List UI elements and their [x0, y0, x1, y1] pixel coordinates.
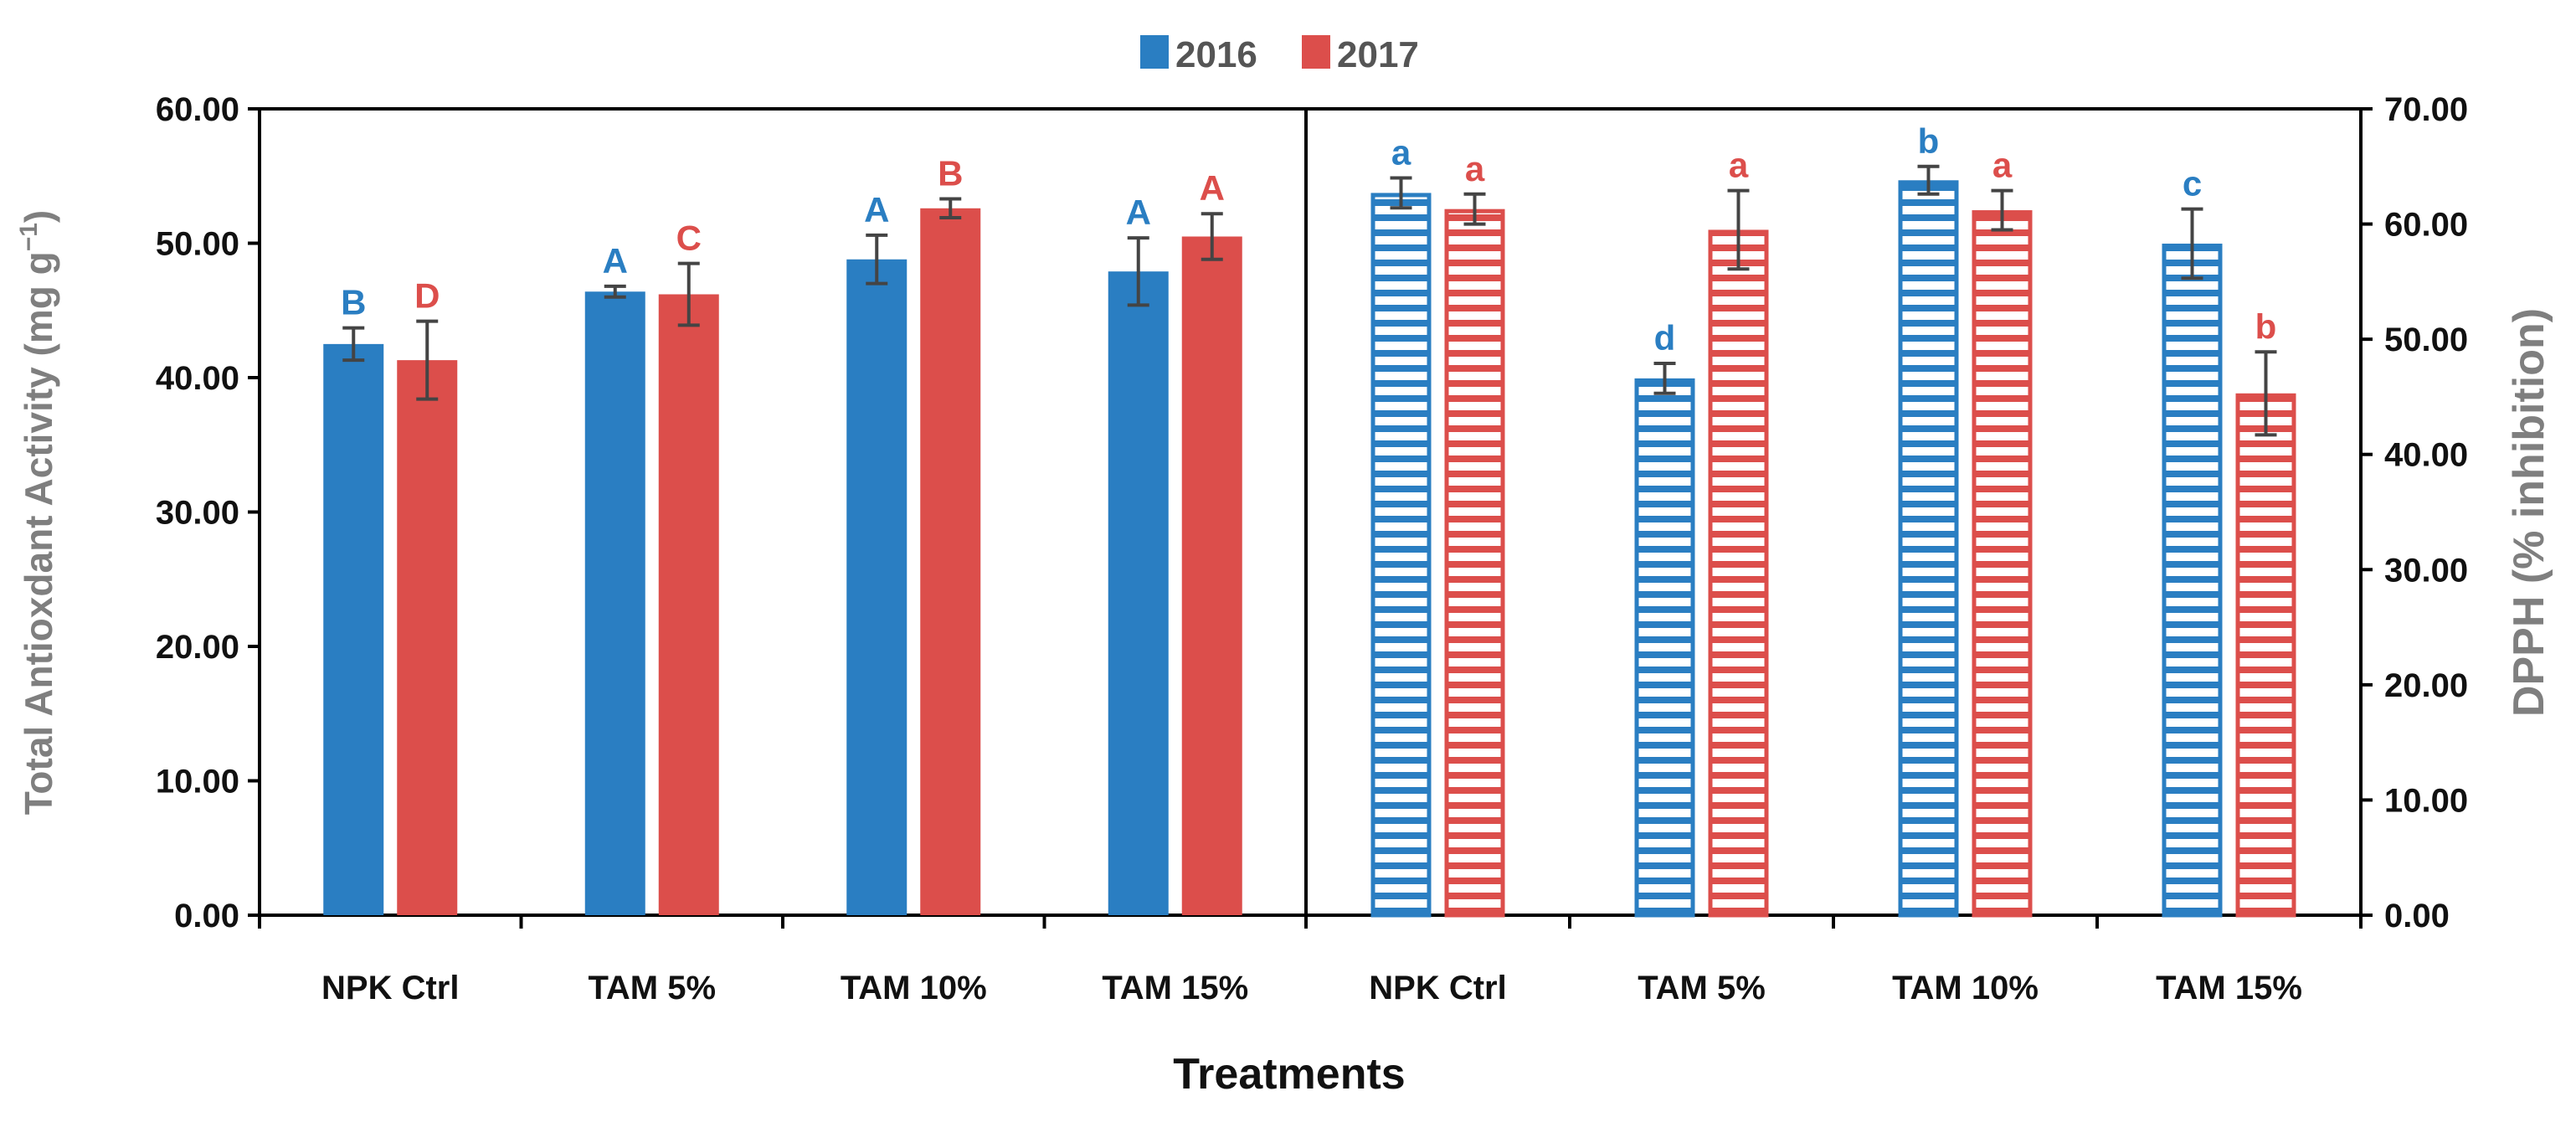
- bar-2016: [1370, 193, 1432, 918]
- significance-letter: A: [1200, 168, 1225, 208]
- bar-2016: [323, 343, 384, 915]
- right-y-axis-title: DPPH (% inhibition): [2505, 308, 2553, 717]
- left-axis: 0.00 10.00 20.00 30.00 40.00 50.00 60.00 NPK Ct…: [156, 91, 1308, 1006]
- bar-2016: [584, 291, 645, 915]
- significance-letter: B: [938, 154, 963, 193]
- significance-letter: b: [2255, 306, 2277, 346]
- significance-letter: a: [1729, 146, 1749, 185]
- x-category-label: NPK Ctrl: [1369, 970, 1506, 1006]
- bar-2017: [1708, 229, 1769, 918]
- significance-letter: c: [2183, 164, 2202, 203]
- y-tick-label-left: 0.00: [174, 898, 239, 934]
- legend-label-2017: 2017: [1337, 34, 1419, 75]
- y-tick-label-left: 60.00: [156, 91, 239, 128]
- y-tick-label-left: 40.00: [156, 360, 239, 397]
- bar-2016: [1898, 180, 1959, 918]
- bar-2017: [658, 294, 719, 915]
- legend-label-2016: 2016: [1175, 34, 1257, 75]
- x-category-label: TAM 15%: [1102, 970, 1248, 1006]
- bar-2017: [1972, 210, 2033, 918]
- y-tick-label-right: 0.00: [2384, 898, 2450, 934]
- y-tick-label-left: 30.00: [156, 495, 239, 532]
- y-tick-label-left: 50.00: [156, 226, 239, 263]
- significance-letter: a: [1992, 146, 2013, 185]
- significance-letter: A: [1126, 193, 1151, 232]
- y-tick-label-right: 20.00: [2384, 667, 2468, 704]
- y-tick-label-left: 10.00: [156, 764, 239, 800]
- bars: B D A C A B A Aa a d a b a c b: [323, 121, 2296, 918]
- bar-2017: [1181, 236, 1242, 916]
- bar-2017: [1444, 208, 1505, 918]
- y-tick-label-right: 60.00: [2384, 207, 2468, 244]
- legend-swatch-2016: [1140, 35, 1169, 69]
- significance-letter: b: [1918, 121, 1940, 161]
- y-tick-label-right: 50.00: [2384, 322, 2468, 358]
- significance-letter: a: [1391, 133, 1411, 172]
- y-tick-label-right: 40.00: [2384, 437, 2468, 474]
- bar-2016: [1634, 378, 1695, 918]
- significance-letter: C: [676, 219, 702, 258]
- y-tick-label-right: 10.00: [2384, 782, 2468, 819]
- bar-2016: [846, 259, 908, 915]
- y-tick-label-left: 20.00: [156, 629, 239, 666]
- x-category-label: TAM 10%: [841, 970, 987, 1006]
- bar-2017: [397, 360, 458, 915]
- legend: 2016 2017: [1140, 34, 1419, 75]
- significance-letter: A: [603, 241, 628, 280]
- y-tick-label-right: 70.00: [2384, 91, 2468, 128]
- left-y-axis-title: Total Antioxdant Activity (mg g−1): [15, 210, 60, 816]
- plot-frame: [258, 107, 2363, 919]
- bar-2017: [2235, 393, 2296, 918]
- legend-swatch-2017: [1302, 35, 1330, 69]
- significance-letter: d: [1654, 318, 1676, 358]
- bar-2017: [920, 208, 981, 915]
- x-category-label: TAM 5%: [588, 970, 716, 1006]
- significance-letter: A: [864, 190, 889, 229]
- x-axis-title: Treatments: [1173, 1050, 1405, 1099]
- significance-letter: B: [341, 283, 366, 322]
- right-axis: 0.00 10.00 20.00 30.00 40.00 50.00 60.00 70.00 N…: [1304, 91, 2468, 1006]
- significance-letter: a: [1465, 149, 1485, 188]
- x-category-label: TAM 5%: [1638, 970, 1766, 1006]
- x-category-label: TAM 10%: [1892, 970, 2039, 1006]
- significance-letter: D: [414, 276, 440, 316]
- x-category-label: TAM 15%: [2156, 970, 2302, 1006]
- x-category-label: NPK Ctrl: [321, 970, 459, 1006]
- bar-2016: [1108, 271, 1169, 916]
- bar-2016: [2162, 243, 2223, 918]
- y-tick-label-right: 30.00: [2384, 552, 2468, 589]
